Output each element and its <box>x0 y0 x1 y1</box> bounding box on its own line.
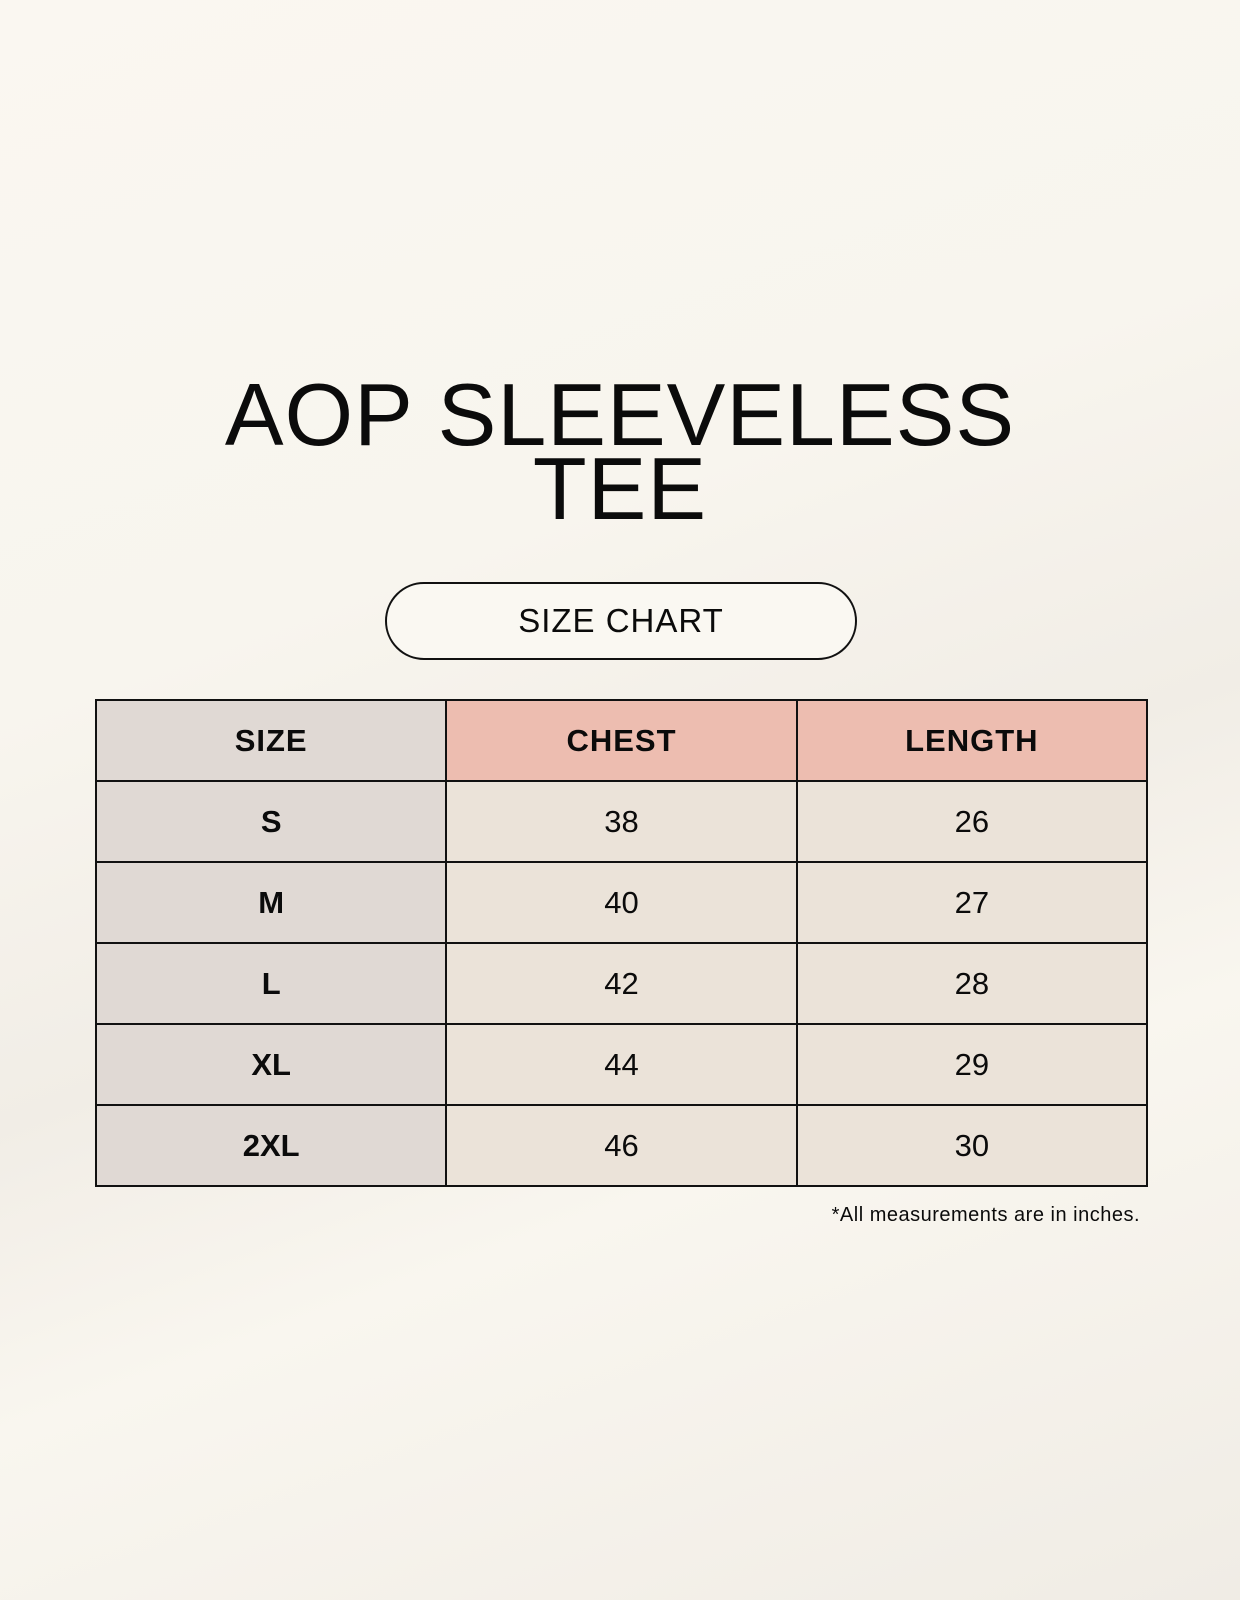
cell-length: 29 <box>795 1023 1149 1106</box>
cell-size: L <box>94 942 448 1025</box>
cell-chest: 42 <box>445 942 798 1025</box>
cell-chest: 44 <box>445 1023 798 1106</box>
cell-size: XL <box>94 1023 448 1106</box>
table-row: L 42 28 <box>94 942 1149 1025</box>
size-chart-badge: SIZE CHART <box>385 582 857 660</box>
table-row: 2XL 46 30 <box>94 1104 1149 1187</box>
footnote: *All measurements are in inches. <box>831 1204 1140 1226</box>
cell-chest: 38 <box>445 780 798 863</box>
cell-length: 28 <box>795 942 1149 1025</box>
cell-size: S <box>94 780 448 863</box>
header-size: SIZE <box>94 699 448 782</box>
cell-chest: 46 <box>445 1104 798 1187</box>
cell-length: 30 <box>795 1104 1149 1187</box>
header-length: LENGTH <box>795 699 1149 782</box>
size-table: SIZE CHEST LENGTH S 38 26 M 40 27 L 42 28 XL 44 29 2… <box>94 699 1149 1187</box>
cell-chest: 40 <box>445 861 798 944</box>
page-title: AOP SLEEVELESS TEE <box>0 365 1240 538</box>
table-header-row: SIZE CHEST LENGTH <box>94 699 1149 782</box>
table-row: M 40 27 <box>94 861 1149 944</box>
header-chest: CHEST <box>445 699 798 782</box>
cell-length: 27 <box>795 861 1149 944</box>
table-row: S 38 26 <box>94 780 1149 863</box>
cell-length: 26 <box>795 780 1149 863</box>
table-row: XL 44 29 <box>94 1023 1149 1106</box>
title-line-1: AOP SLEEVELESS <box>224 365 1016 464</box>
title-line-2: TEE <box>532 439 708 538</box>
cell-size: M <box>94 861 448 944</box>
cell-size: 2XL <box>94 1104 448 1187</box>
